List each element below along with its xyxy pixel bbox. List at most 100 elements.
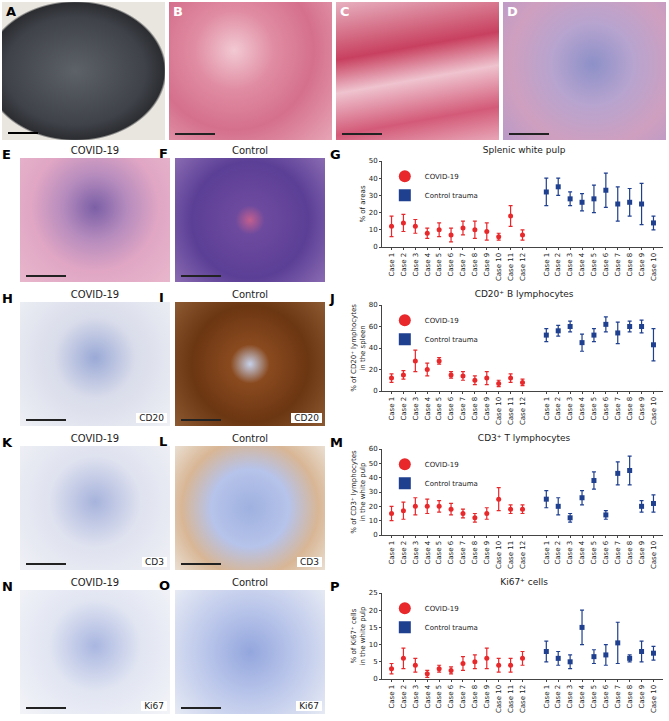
- svg-text:Case 5: Case 5: [435, 253, 443, 277]
- svg-text:Case 7: Case 7: [614, 541, 622, 565]
- svg-text:COVID-19: COVID-19: [425, 173, 459, 181]
- svg-text:Case 2: Case 2: [554, 541, 562, 565]
- svg-text:Case 4: Case 4: [578, 396, 586, 420]
- svg-text:Control trauma: Control trauma: [425, 624, 478, 632]
- svg-text:Case 9: Case 9: [483, 253, 491, 277]
- svg-text:Case 3: Case 3: [412, 685, 420, 709]
- svg-text:Case 3: Case 3: [566, 397, 574, 421]
- svg-text:Case 6: Case 6: [447, 540, 455, 564]
- svg-text:40: 40: [369, 474, 378, 482]
- svg-text:Case 10: Case 10: [495, 541, 503, 569]
- svg-text:Case 1: Case 1: [543, 397, 551, 421]
- svg-text:Case 7: Case 7: [459, 253, 467, 277]
- svg-text:Case 12: Case 12: [519, 541, 527, 569]
- svg-text:Case 3: Case 3: [412, 541, 420, 565]
- svg-text:Case 4: Case 4: [424, 684, 432, 708]
- svg-text:% of areas: % of areas: [359, 185, 367, 222]
- svg-text:Case 9: Case 9: [638, 253, 646, 277]
- svg-text:Case 8: Case 8: [471, 541, 479, 565]
- svg-text:Case 6: Case 6: [447, 396, 455, 420]
- svg-text:Case 4: Case 4: [424, 396, 432, 420]
- svg-text:Case 8: Case 8: [626, 541, 634, 565]
- svg-text:Case 10: Case 10: [495, 685, 503, 713]
- svg-text:Control trauma: Control trauma: [425, 480, 478, 488]
- svg-text:Case 7: Case 7: [614, 397, 622, 421]
- svg-text:Case 2: Case 2: [554, 685, 562, 709]
- svg-text:0: 0: [373, 243, 377, 251]
- svg-text:Case 9: Case 9: [483, 685, 491, 709]
- svg-text:Case 2: Case 2: [554, 253, 562, 277]
- svg-text:Case 10: Case 10: [650, 397, 658, 425]
- svg-text:Case 11: Case 11: [507, 685, 515, 713]
- svg-text:Case 3: Case 3: [566, 253, 574, 277]
- svg-text:0: 0: [373, 675, 377, 683]
- svg-text:% of CD20⁺ lymphocytesin the s: % of CD20⁺ lymphocytesin the spleen: [350, 304, 367, 392]
- svg-text:Case 7: Case 7: [614, 685, 622, 709]
- svg-text:Case 12: Case 12: [519, 253, 527, 281]
- svg-text:Case 8: Case 8: [471, 397, 479, 421]
- svg-text:Case 6: Case 6: [602, 252, 610, 276]
- svg-text:% of CD3⁺ lymphocytesin the wh: % of CD3⁺ lymphocytesin the white pulp: [350, 450, 367, 534]
- svg-text:Case 8: Case 8: [626, 253, 634, 277]
- svg-text:Case 8: Case 8: [626, 397, 634, 421]
- svg-text:10: 10: [369, 641, 378, 649]
- svg-text:Case 1: Case 1: [543, 541, 551, 565]
- svg-text:Case 2: Case 2: [554, 397, 562, 421]
- svg-text:40: 40: [369, 344, 378, 352]
- svg-text:10: 10: [369, 226, 378, 234]
- svg-text:Case 10: Case 10: [650, 685, 658, 713]
- svg-text:Case 9: Case 9: [638, 685, 646, 709]
- svg-text:Case 11: Case 11: [507, 541, 515, 569]
- svg-text:50: 50: [369, 157, 378, 165]
- svg-text:Case 4: Case 4: [424, 252, 432, 276]
- svg-text:Control trauma: Control trauma: [425, 336, 478, 344]
- svg-text:Case 2: Case 2: [400, 541, 408, 565]
- svg-text:Case 7: Case 7: [614, 253, 622, 277]
- svg-text:10: 10: [369, 517, 378, 525]
- svg-text:Case 1: Case 1: [388, 685, 396, 709]
- svg-text:CD20⁺ B lymphocytes: CD20⁺ B lymphocytes: [475, 289, 574, 299]
- svg-text:30: 30: [369, 192, 378, 200]
- svg-text:Case 8: Case 8: [471, 253, 479, 277]
- svg-text:Case 11: Case 11: [507, 253, 515, 281]
- svg-text:80: 80: [369, 301, 378, 309]
- svg-text:Case 5: Case 5: [435, 397, 443, 421]
- svg-text:60: 60: [369, 445, 378, 453]
- svg-text:Control trauma: Control trauma: [425, 192, 478, 200]
- svg-text:Case 6: Case 6: [602, 396, 610, 420]
- svg-text:15: 15: [369, 624, 378, 632]
- svg-text:Case 1: Case 1: [543, 253, 551, 277]
- svg-text:Case 9: Case 9: [483, 541, 491, 565]
- svg-text:Case 9: Case 9: [638, 397, 646, 421]
- svg-text:Case 4: Case 4: [578, 684, 586, 708]
- svg-text:Case 4: Case 4: [424, 540, 432, 564]
- svg-text:40: 40: [369, 175, 378, 183]
- svg-text:COVID-19: COVID-19: [425, 317, 459, 325]
- svg-text:Case 10: Case 10: [495, 397, 503, 425]
- svg-text:Case 5: Case 5: [590, 541, 598, 565]
- svg-text:Case 5: Case 5: [590, 397, 598, 421]
- svg-text:Case 3: Case 3: [566, 685, 574, 709]
- svg-text:Case 6: Case 6: [602, 540, 610, 564]
- svg-text:Case 10: Case 10: [650, 541, 658, 569]
- svg-text:Case 7: Case 7: [459, 685, 467, 709]
- svg-text:Case 7: Case 7: [459, 541, 467, 565]
- svg-text:Case 8: Case 8: [626, 685, 634, 709]
- svg-text:Case 3: Case 3: [412, 253, 420, 277]
- svg-text:CD3⁺ T lymphocytes: CD3⁺ T lymphocytes: [478, 433, 571, 443]
- svg-text:Case 10: Case 10: [495, 253, 503, 281]
- svg-text:Case 8: Case 8: [471, 685, 479, 709]
- svg-text:Case 6: Case 6: [447, 684, 455, 708]
- svg-text:25: 25: [369, 589, 378, 597]
- svg-text:COVID-19: COVID-19: [425, 461, 459, 469]
- svg-text:Case 1: Case 1: [388, 397, 396, 421]
- svg-text:Case 2: Case 2: [400, 253, 408, 277]
- svg-text:20: 20: [369, 366, 378, 374]
- svg-text:Case 5: Case 5: [590, 253, 598, 277]
- svg-text:Case 12: Case 12: [519, 397, 527, 425]
- svg-text:Case 2: Case 2: [400, 685, 408, 709]
- svg-text:20: 20: [369, 607, 378, 615]
- svg-text:Case 2: Case 2: [400, 397, 408, 421]
- svg-text:Case 5: Case 5: [435, 541, 443, 565]
- svg-text:Case 1: Case 1: [388, 253, 396, 277]
